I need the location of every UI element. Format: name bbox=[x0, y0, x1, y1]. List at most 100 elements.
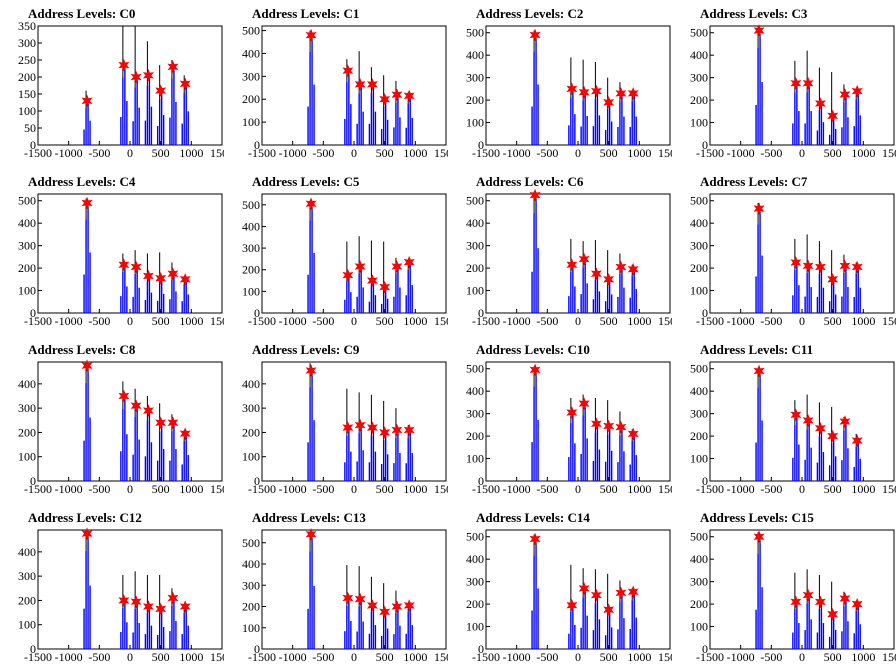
x-tick-label: -1000 bbox=[55, 650, 83, 664]
x-tick-label: 500 bbox=[600, 314, 618, 328]
y-tick-label: 400 bbox=[242, 219, 260, 233]
chart-svg-4: Address Levels: C40100200300400500-1500-… bbox=[18, 174, 224, 328]
peak-marker bbox=[305, 197, 317, 211]
x-tick-label: 0 bbox=[351, 146, 357, 160]
y-tick-label: 300 bbox=[690, 239, 708, 253]
y-tick-label: 250 bbox=[18, 53, 36, 67]
x-tick-label: 1500 bbox=[882, 482, 896, 496]
x-tick-label: 1500 bbox=[434, 314, 448, 328]
peak-marker bbox=[566, 598, 578, 612]
peak-marker bbox=[802, 414, 814, 427]
x-tick-label: 500 bbox=[600, 650, 618, 664]
x-tick-label: -1500 bbox=[696, 650, 724, 664]
y-tick-label: 0 bbox=[702, 138, 708, 152]
y-tick-label: 200 bbox=[690, 93, 708, 107]
x-tick-label: 500 bbox=[824, 482, 842, 496]
y-tick-label: 400 bbox=[690, 384, 708, 398]
y-tick-label: 100 bbox=[242, 450, 260, 464]
y-tick-label: 300 bbox=[18, 239, 36, 253]
y-tick-label: 100 bbox=[466, 620, 484, 634]
x-tick-label: -1500 bbox=[24, 482, 52, 496]
x-tick-label: 0 bbox=[127, 146, 133, 160]
y-tick-label: 300 bbox=[690, 407, 708, 421]
peak-marker bbox=[391, 260, 403, 273]
plot-frame bbox=[485, 361, 671, 482]
peak-marker bbox=[179, 427, 191, 440]
x-tick-label: -500 bbox=[760, 146, 782, 160]
x-tick-label: 0 bbox=[799, 650, 805, 664]
chart-panel-12: Address Levels: C12 0 100 200 300 400 -1500 -10… bbox=[0, 504, 224, 672]
x-tick-label: -1500 bbox=[472, 482, 500, 496]
x-tick-label: -500 bbox=[88, 650, 110, 664]
peak-marker bbox=[179, 600, 191, 613]
peak-marker bbox=[790, 595, 802, 609]
chart-title: Address Levels: C4 bbox=[28, 174, 136, 189]
peak-marker bbox=[118, 389, 130, 403]
y-tick-label: 500 bbox=[242, 24, 260, 38]
chart-svg-15: Address Levels: C15 0 100 200 300 400 500 -1500… bbox=[690, 510, 896, 664]
peak-marker bbox=[305, 364, 317, 377]
peak-marker bbox=[590, 588, 602, 602]
x-tick-label: 0 bbox=[799, 482, 805, 496]
x-tick-label: 1000 bbox=[179, 146, 203, 160]
y-tick-label: 400 bbox=[242, 46, 260, 60]
peak-marker bbox=[814, 595, 826, 609]
y-tick-label: 200 bbox=[466, 261, 484, 275]
x-tick-label: -500 bbox=[312, 146, 334, 160]
y-tick-label: 0 bbox=[254, 474, 260, 488]
plot-frame bbox=[261, 193, 447, 314]
peak-marker bbox=[590, 84, 602, 98]
peak-marker bbox=[142, 404, 154, 417]
plot-frame bbox=[709, 25, 895, 146]
x-tick-label: -500 bbox=[312, 650, 334, 664]
x-tick-label: -500 bbox=[88, 314, 110, 328]
plot-frame bbox=[37, 193, 223, 314]
x-tick-label: 500 bbox=[376, 482, 394, 496]
x-tick-label: 500 bbox=[376, 314, 394, 328]
y-tick-label: 100 bbox=[18, 450, 36, 464]
chart-panel-10: Address Levels: C10 0 100 200 300 400 500 -1500… bbox=[448, 336, 672, 504]
plot-frame bbox=[37, 25, 223, 146]
x-tick-label: -1000 bbox=[279, 314, 307, 328]
chart-panel-14: Address Levels: C14 0 100 200 300 400 500 -1500… bbox=[448, 504, 672, 672]
y-tick-label: 400 bbox=[466, 384, 484, 398]
y-tick-label: 300 bbox=[18, 36, 36, 50]
x-tick-label: 0 bbox=[127, 482, 133, 496]
y-tick-label: 150 bbox=[18, 87, 36, 101]
peak-marker bbox=[142, 600, 154, 613]
peak-marker bbox=[142, 269, 154, 283]
peak-marker bbox=[403, 423, 415, 437]
x-tick-label: 1000 bbox=[403, 482, 427, 496]
chart-svg-10: Address Levels: C10 0 100 200 300 400 500 -1500… bbox=[466, 342, 672, 496]
y-tick-label: 500 bbox=[18, 194, 36, 208]
y-tick-label: 100 bbox=[690, 284, 708, 298]
x-tick-label: 0 bbox=[351, 482, 357, 496]
peak-marker bbox=[342, 421, 354, 434]
y-tick-label: 0 bbox=[254, 642, 260, 656]
peak-marker bbox=[814, 421, 826, 435]
y-tick-label: 500 bbox=[690, 530, 708, 544]
peak-marker bbox=[366, 78, 378, 91]
x-tick-label: 500 bbox=[152, 146, 170, 160]
peak-marker bbox=[839, 88, 851, 101]
chart-svg-1: Address Levels: C10100200300400500-1500-… bbox=[242, 6, 448, 160]
y-tick-label: 500 bbox=[690, 26, 708, 40]
peak-marker bbox=[827, 607, 839, 621]
x-tick-label: 500 bbox=[152, 482, 170, 496]
y-tick-label: 0 bbox=[30, 474, 36, 488]
peak-marker bbox=[130, 595, 142, 608]
peak-marker bbox=[578, 85, 590, 99]
y-tick-label: 100 bbox=[466, 452, 484, 466]
peak-marker bbox=[851, 434, 863, 447]
x-tick-label: -1500 bbox=[248, 146, 276, 160]
peak-marker bbox=[839, 415, 851, 428]
x-tick-label: -500 bbox=[312, 482, 334, 496]
y-tick-label: 300 bbox=[242, 241, 260, 255]
peak-marker bbox=[839, 592, 851, 605]
x-tick-label: -500 bbox=[536, 650, 558, 664]
y-tick-label: 50 bbox=[24, 121, 36, 135]
y-tick-label: 100 bbox=[690, 452, 708, 466]
y-tick-label: 300 bbox=[690, 575, 708, 589]
chart-panel-13: Address Levels: C13 0 100 200 300 400 500 -1500… bbox=[224, 504, 448, 672]
